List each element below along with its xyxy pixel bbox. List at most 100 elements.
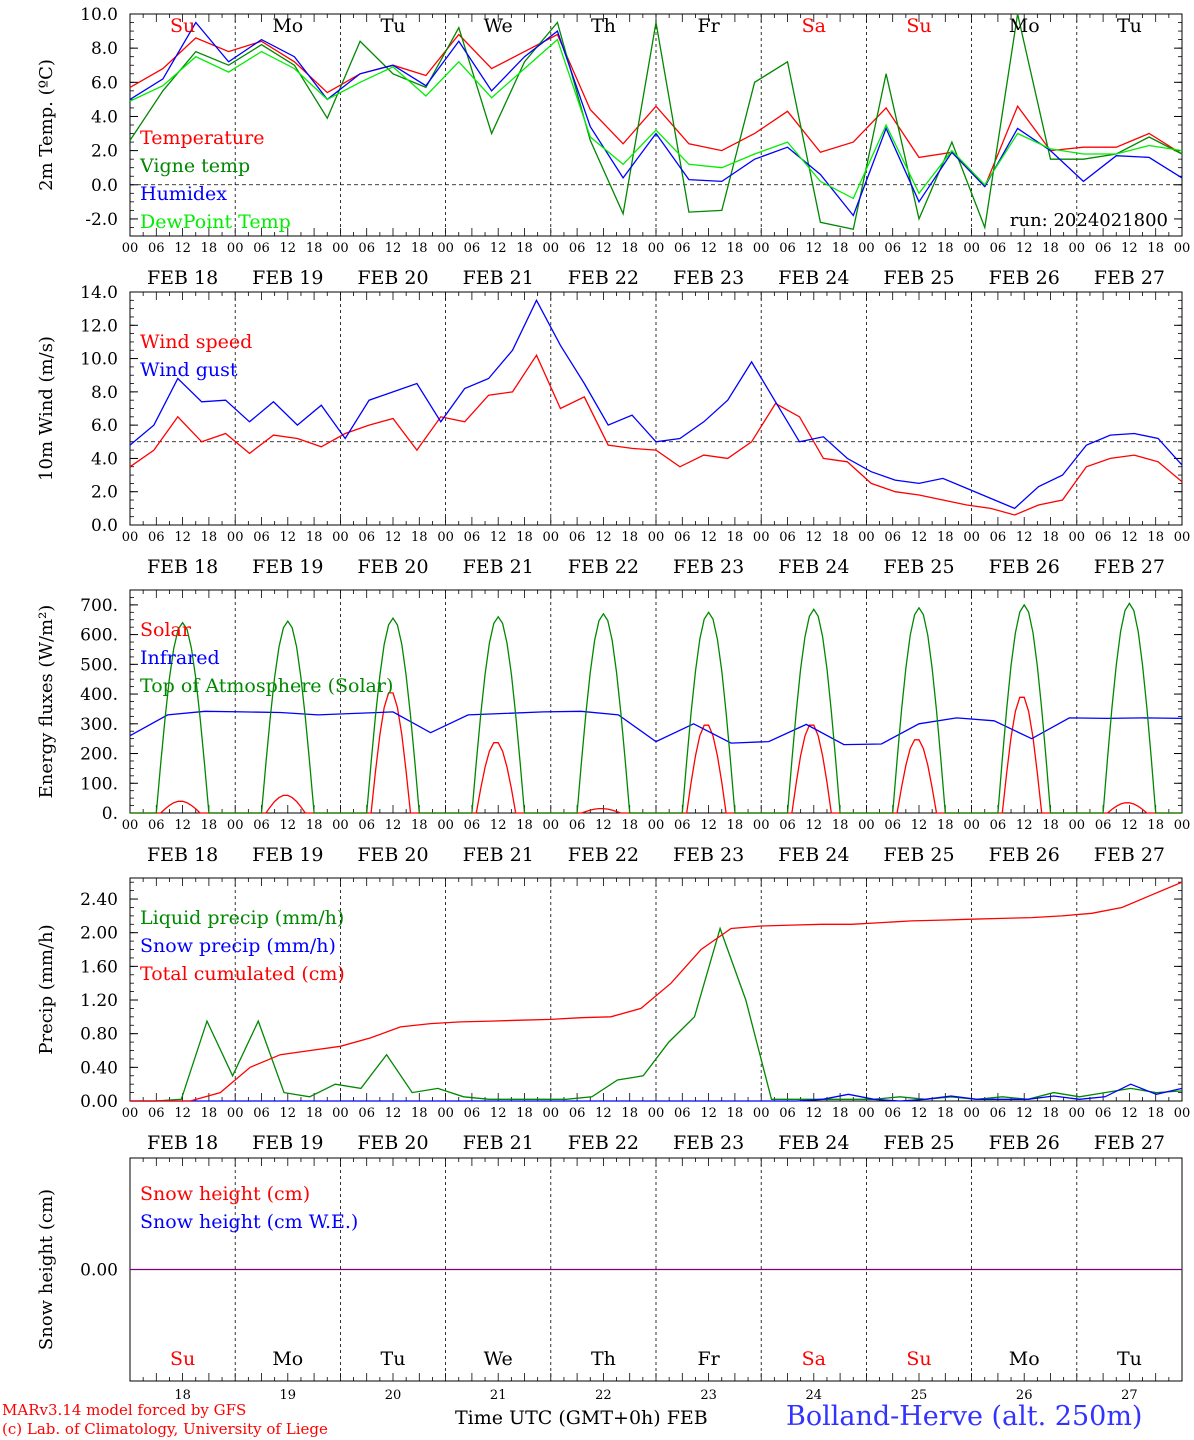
panel-snow: 0.00 Snow height (cm) Snow height (cm) Snow… [36, 1157, 1183, 1403]
hour-tick-label: 06 [253, 1106, 270, 1121]
hour-tick-label: 06 [1095, 818, 1112, 833]
run-annotation: run: 2024021800 [1010, 210, 1168, 231]
day-number-label: 25 [911, 1388, 928, 1403]
hour-tick-label: 00 [1174, 241, 1191, 256]
y-tick-label: 0.40 [80, 1058, 118, 1078]
hour-tick-label: 12 [280, 1106, 297, 1121]
series-line-temperature [129, 33, 1183, 188]
hour-tick-label: 00 [437, 241, 454, 256]
date-label: FEB 19 [252, 556, 323, 578]
hour-tick-label: 12 [911, 241, 928, 256]
hour-tick-label: 18 [1147, 818, 1164, 833]
date-label: FEB 21 [463, 267, 534, 289]
hour-tick-label: 18 [1147, 530, 1164, 545]
day-name-label: Tu [381, 15, 406, 37]
y-tick-label: 1.60 [80, 957, 118, 977]
y-axis-label: Precip (mm/h) [36, 924, 57, 1054]
time-utc-label: Time UTC (GMT+0h) [455, 1407, 661, 1429]
date-label: FEB 24 [778, 844, 849, 866]
hour-tick-label: 00 [543, 530, 560, 545]
hour-tick-label: 18 [937, 530, 954, 545]
hour-tick-label: 00 [858, 241, 875, 256]
hour-tick-label: 06 [884, 818, 901, 833]
date-label: FEB 19 [252, 1132, 323, 1154]
hour-tick-label: 12 [911, 530, 928, 545]
hour-tick-label: 06 [884, 1106, 901, 1121]
hour-tick-label: 18 [937, 241, 954, 256]
hour-tick-label: 06 [884, 241, 901, 256]
hour-tick-label: 00 [332, 818, 349, 833]
day-name-label: Fr [697, 15, 720, 37]
date-label: FEB 18 [147, 844, 218, 866]
hour-tick-label: 00 [332, 1106, 349, 1121]
hour-tick-label: 06 [253, 241, 270, 256]
y-tick-label: -2.0 [85, 210, 118, 230]
day-name-label: Mo [1009, 15, 1040, 37]
day-name-label: Su [170, 1348, 195, 1370]
hour-tick-label: 12 [280, 818, 297, 833]
hour-tick-label: 12 [1016, 818, 1033, 833]
y-tick-label: 12.0 [80, 316, 118, 336]
y-tick-label: 2.0 [91, 142, 118, 162]
hour-tick-label: 18 [201, 241, 218, 256]
hour-tick-label: 00 [332, 530, 349, 545]
hour-tick-label: 18 [411, 530, 428, 545]
hour-tick-label: 00 [1174, 1106, 1191, 1121]
month-label: FEB [666, 1407, 708, 1429]
date-label: FEB 19 [252, 844, 323, 866]
panel-wind: 0.0 2.0 4.0 6.0 8.0 10.0 12.0 14.0 10m Wind (m/s… [36, 283, 1190, 578]
hour-tick-label: 18 [306, 818, 323, 833]
day-name-label: Mo [272, 1348, 303, 1370]
y-tick-label: 200. [80, 745, 118, 765]
day-name-label: Su [906, 1348, 931, 1370]
hour-tick-label: 18 [1042, 818, 1059, 833]
hour-tick-label: 06 [674, 1106, 691, 1121]
hour-tick-label: 00 [963, 241, 980, 256]
date-label: FEB 20 [357, 1132, 428, 1154]
hour-tick-label: 06 [1095, 241, 1112, 256]
hour-tick-label: 12 [1121, 818, 1138, 833]
y-tick-label: 8.0 [91, 39, 118, 59]
hour-tick-label: 12 [490, 241, 507, 256]
lab-credit: (c) Lab. of Climatology, University of L… [2, 1420, 328, 1438]
hour-tick-label: 06 [358, 818, 375, 833]
y-tick-label: 0. [102, 804, 118, 824]
date-label: FEB 21 [463, 1132, 534, 1154]
hour-tick-label: 06 [148, 1106, 165, 1121]
hour-tick-label: 12 [1016, 530, 1033, 545]
hour-tick-label: 18 [1147, 1106, 1164, 1121]
date-label: FEB 23 [673, 844, 744, 866]
hour-tick-label: 12 [595, 818, 612, 833]
hour-tick-label: 12 [595, 530, 612, 545]
legend-entry: Snow height (cm) [140, 1183, 310, 1205]
date-label: FEB 20 [357, 267, 428, 289]
hour-tick-label: 00 [122, 818, 139, 833]
day-name-label: Su [906, 15, 931, 37]
hour-tick-label: 12 [911, 818, 928, 833]
date-label: FEB 27 [1094, 844, 1165, 866]
date-label: FEB 27 [1094, 1132, 1165, 1154]
legend-entry: Wind gust [140, 359, 238, 381]
hour-tick-label: 06 [674, 530, 691, 545]
y-axis-label: Snow height (cm) [36, 1189, 57, 1350]
date-label: FEB 22 [568, 267, 639, 289]
day-name-label: Sa [802, 1348, 826, 1370]
hour-tick-label: 06 [1095, 530, 1112, 545]
hour-tick-label: 06 [569, 241, 586, 256]
hour-tick-label: 18 [937, 818, 954, 833]
day-number-label: 26 [1016, 1388, 1033, 1403]
series-line-snow-precip-mm-h- [130, 1083, 1183, 1102]
panel-temp: -2.0 0.0 2.0 4.0 6.0 8.0 10.0 2m Temp. (ºC) Temp… [36, 5, 1190, 289]
legend-entry: Snow precip (mm/h) [140, 935, 336, 957]
hour-tick-label: 00 [753, 1106, 770, 1121]
date-label: FEB 24 [778, 267, 849, 289]
hour-tick-label: 18 [201, 818, 218, 833]
hour-tick-label: 12 [385, 1106, 402, 1121]
model-credit: MARv3.14 model forced by GFS [2, 1401, 247, 1419]
date-label: FEB 26 [989, 267, 1060, 289]
hour-tick-label: 18 [306, 1106, 323, 1121]
legend-entry: Solar [140, 619, 192, 641]
date-label: FEB 24 [778, 556, 849, 578]
hour-tick-label: 18 [411, 1106, 428, 1121]
